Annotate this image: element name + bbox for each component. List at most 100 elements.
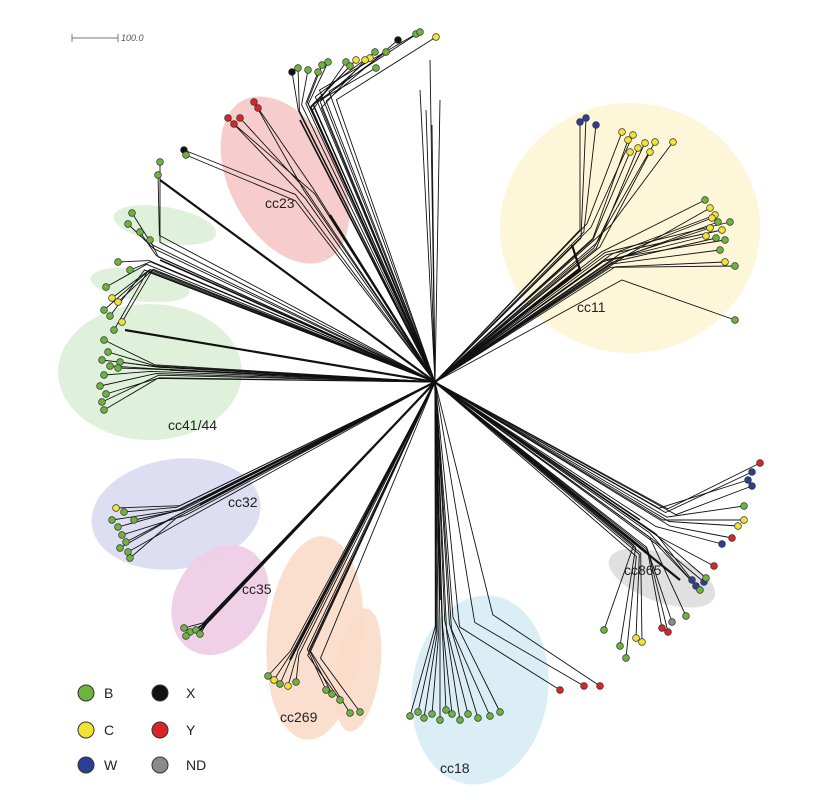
tip-node (294, 64, 302, 72)
tip-node (120, 508, 128, 516)
tip-node (464, 710, 472, 718)
tip-node (664, 628, 672, 636)
tip-node (126, 266, 134, 274)
branch (419, 89, 436, 383)
legend-item-nd: ND (151, 756, 206, 774)
branch (434, 381, 697, 587)
cluster-label-cc32: cc32 (228, 494, 258, 510)
legend-item-b: B (77, 684, 113, 702)
tip-node (624, 136, 632, 144)
tip-node (406, 712, 414, 720)
branch (121, 381, 436, 536)
tip-node (96, 382, 104, 390)
tip-node (130, 516, 138, 524)
branch (105, 263, 436, 383)
branch (305, 71, 436, 383)
tip-node (710, 562, 718, 570)
tip-node (356, 708, 364, 716)
tip-node (414, 708, 422, 716)
tip-node (264, 672, 272, 680)
branch (434, 381, 640, 639)
tip-node (284, 682, 292, 690)
branch (434, 229, 723, 383)
tip-node (718, 226, 726, 234)
tip-node (688, 576, 696, 584)
branch (434, 381, 491, 717)
tip-node (322, 686, 330, 694)
tip-node (556, 686, 564, 694)
legend-label-x: X (186, 685, 196, 701)
cluster-labels: cc23 cc11 cc41/44 cc32 cc35 cc269 cc18 c… (168, 195, 662, 776)
branch (434, 381, 761, 510)
tip-node (146, 236, 154, 244)
tip-node (442, 706, 450, 714)
tip-node (634, 144, 642, 152)
tip-node (106, 362, 114, 370)
branch (434, 381, 479, 719)
tip-node (102, 283, 110, 291)
legend-item-x: X (151, 684, 196, 702)
cluster-label-cc23: cc23 (265, 195, 295, 211)
tip-node (436, 716, 444, 724)
branch (239, 117, 436, 383)
branch (253, 101, 436, 383)
cluster-region-cc269-lobe (334, 608, 382, 732)
branch (312, 67, 436, 383)
branch (113, 271, 436, 383)
tip-node (712, 234, 720, 242)
branch (101, 374, 436, 403)
tip-node (98, 356, 106, 364)
branch (434, 265, 736, 383)
branch (434, 99, 441, 383)
legend: B X C Y W ND (77, 684, 206, 774)
tip-node (592, 121, 600, 129)
tip-node (304, 66, 312, 74)
legend-item-y: Y (151, 721, 196, 739)
branch (119, 361, 436, 383)
tip-node (744, 476, 752, 484)
tip-node (112, 504, 120, 512)
tip-node (420, 714, 428, 722)
tip-node (352, 56, 360, 64)
branch (335, 36, 437, 383)
branch (431, 381, 439, 715)
tip-node (372, 64, 380, 72)
branch (297, 67, 436, 383)
tip-node (118, 531, 126, 539)
tip-node (428, 710, 436, 718)
tip-node (371, 48, 379, 56)
branch (434, 381, 753, 516)
legend-label-y: Y (186, 722, 196, 738)
tip-node (708, 214, 716, 222)
tip-node (731, 262, 739, 270)
branch (299, 119, 436, 383)
scale-bar-label: 100.0 (121, 33, 144, 43)
tip-node (108, 516, 116, 524)
branch (434, 381, 561, 691)
branch (320, 59, 436, 383)
tip-node (156, 158, 164, 166)
legend-swatch-w (77, 756, 95, 774)
branch (319, 381, 436, 713)
branch (434, 381, 461, 721)
legend-label-nd: ND (186, 757, 206, 773)
tip-node (346, 62, 354, 70)
cluster-label-cc269: cc269 (280, 709, 318, 725)
tip-node (580, 682, 588, 690)
tip-node (576, 118, 584, 126)
tip-node (596, 682, 604, 690)
tip-node (114, 364, 122, 372)
tip-node (474, 714, 482, 722)
branch (434, 381, 701, 591)
branch (103, 370, 436, 383)
branch (121, 268, 436, 383)
tip-node (731, 316, 739, 324)
cluster-label-cc865: cc865 (624, 562, 662, 578)
branch (434, 249, 721, 383)
branch (425, 109, 436, 383)
tip-node (740, 516, 748, 524)
tip-node (646, 148, 654, 156)
cluster-region-cc18 (411, 595, 549, 785)
branch (227, 117, 436, 383)
